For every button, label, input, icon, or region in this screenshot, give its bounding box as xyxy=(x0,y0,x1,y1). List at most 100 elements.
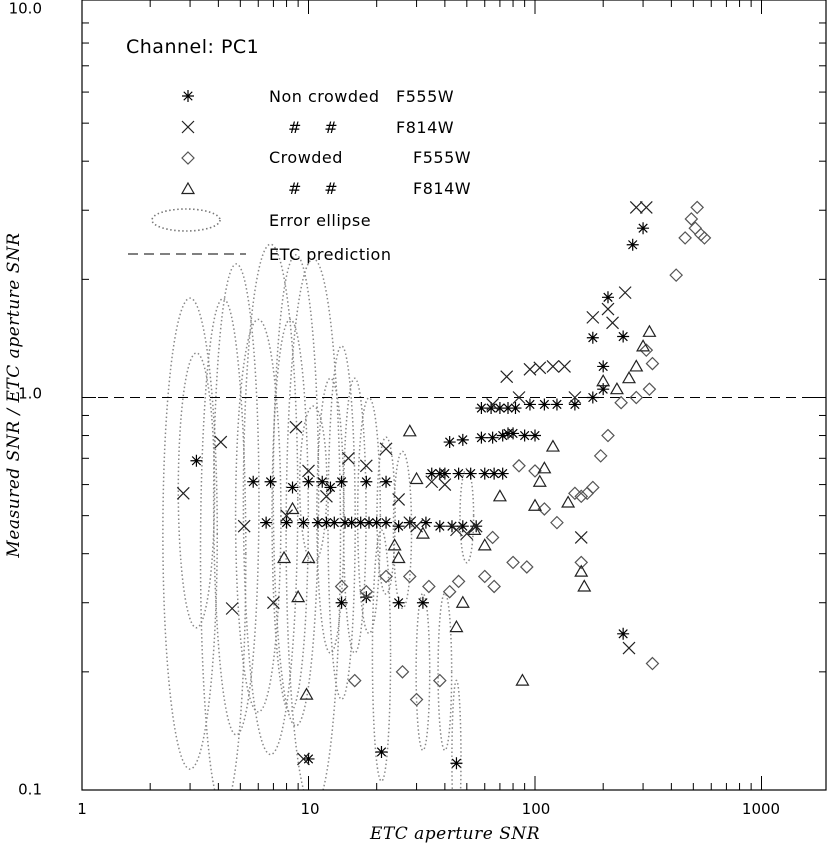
point-asterisk xyxy=(335,475,348,488)
legend-marker-cross xyxy=(181,120,195,134)
point-diamond xyxy=(537,502,552,516)
point-asterisk xyxy=(316,475,329,488)
point-cross xyxy=(533,361,547,375)
point-triangle xyxy=(527,498,543,511)
point-asterisk xyxy=(617,330,630,343)
point-asterisk xyxy=(509,402,522,415)
x-tick-label-100: 100 xyxy=(522,800,551,818)
point-asterisk xyxy=(597,383,610,396)
point-diamond xyxy=(629,390,644,405)
point-asterisk xyxy=(302,752,315,765)
legend-marker-diamond xyxy=(181,151,195,165)
point-asterisk xyxy=(518,429,531,442)
point-diamond xyxy=(678,231,692,245)
legend-label-crowded: Crowded xyxy=(269,148,343,167)
legend-label-ditto-2: # # xyxy=(288,179,338,198)
point-cross xyxy=(425,475,439,489)
error-ellipse xyxy=(415,592,431,752)
point-diamond xyxy=(593,449,608,463)
point-cross xyxy=(359,459,373,473)
x-axis-title: ETC aperture SNR xyxy=(369,824,540,844)
point-triangle xyxy=(467,522,482,535)
point-asterisk xyxy=(586,331,599,344)
error-ellipse xyxy=(437,592,453,752)
legend-asterisk-icon xyxy=(182,90,194,102)
point-triangle xyxy=(545,439,560,452)
point-asterisk xyxy=(485,402,498,415)
point-triangle xyxy=(574,564,589,577)
point-asterisk xyxy=(496,467,509,480)
point-triangle xyxy=(561,495,576,508)
point-asterisk xyxy=(502,402,515,415)
legend-triangle-icon xyxy=(180,181,196,195)
point-diamond xyxy=(485,530,500,545)
point-asterisk xyxy=(475,402,488,415)
point-triangle xyxy=(415,526,430,539)
point-triangle xyxy=(596,374,611,387)
point-cross xyxy=(438,478,452,492)
point-cross xyxy=(486,398,500,411)
point-cross xyxy=(280,509,293,523)
point-triangle xyxy=(577,579,592,592)
point-cross xyxy=(574,531,588,544)
point-asterisk xyxy=(247,475,260,488)
error-ellipse xyxy=(199,297,247,790)
point-diamond xyxy=(684,212,699,226)
x-tick-label-1: 1 xyxy=(77,800,87,818)
point-asterisk xyxy=(425,467,438,480)
point-asterisk xyxy=(190,454,203,467)
point-cross xyxy=(237,519,251,533)
point-diamond xyxy=(690,200,705,215)
point-asterisk xyxy=(488,467,501,480)
point-diamond xyxy=(442,584,457,599)
error-ellipse xyxy=(234,318,282,713)
point-triangle xyxy=(285,501,300,515)
plot-frame xyxy=(81,0,827,791)
point-asterisk xyxy=(493,402,506,415)
point-asterisk xyxy=(507,427,520,440)
point-asterisk xyxy=(438,467,451,480)
point-diamond xyxy=(580,486,595,501)
point-triangle xyxy=(492,489,507,502)
point-diamond xyxy=(334,579,349,594)
point-asterisk xyxy=(354,516,367,529)
point-triangle xyxy=(291,589,306,603)
point-cross xyxy=(266,596,280,610)
point-asterisk xyxy=(626,238,639,251)
point-asterisk xyxy=(568,398,581,411)
point-asterisk xyxy=(339,516,352,529)
point-asterisk xyxy=(475,431,488,444)
point-triangle xyxy=(299,687,314,700)
point-triangle xyxy=(515,673,530,686)
point-cross xyxy=(392,492,406,506)
error-ellipse xyxy=(376,436,396,595)
point-asterisk xyxy=(464,467,477,480)
point-triangle xyxy=(636,339,651,352)
error-ellipse xyxy=(342,377,367,654)
point-triangle xyxy=(277,550,292,564)
point-triangle xyxy=(301,550,316,564)
error-ellipse xyxy=(162,297,218,770)
point-asterisk xyxy=(264,475,277,488)
point-diamond xyxy=(528,464,542,478)
legend-label-etc-prediction: ETC prediction xyxy=(269,245,391,264)
point-asterisk xyxy=(486,431,499,444)
error-ellipse-layer xyxy=(162,243,475,790)
point-asterisk xyxy=(597,360,610,373)
legend-label-error-ellipse: Error ellipse xyxy=(269,211,371,230)
point-cross xyxy=(558,359,571,373)
point-diamond xyxy=(422,579,436,594)
point-cross xyxy=(450,523,463,537)
legend-label-f555w-2: F555W xyxy=(413,148,471,167)
error-ellipse xyxy=(212,263,260,736)
point-diamond xyxy=(359,584,374,599)
point-triangle xyxy=(391,550,406,564)
point-diamond xyxy=(432,673,447,688)
point-asterisk xyxy=(370,516,383,529)
point-diamond xyxy=(694,227,708,242)
data-points-layer xyxy=(176,200,712,770)
point-triangle xyxy=(621,370,637,384)
point-cross xyxy=(601,302,615,316)
point-asterisk xyxy=(586,391,599,404)
point-triangle xyxy=(449,619,464,633)
